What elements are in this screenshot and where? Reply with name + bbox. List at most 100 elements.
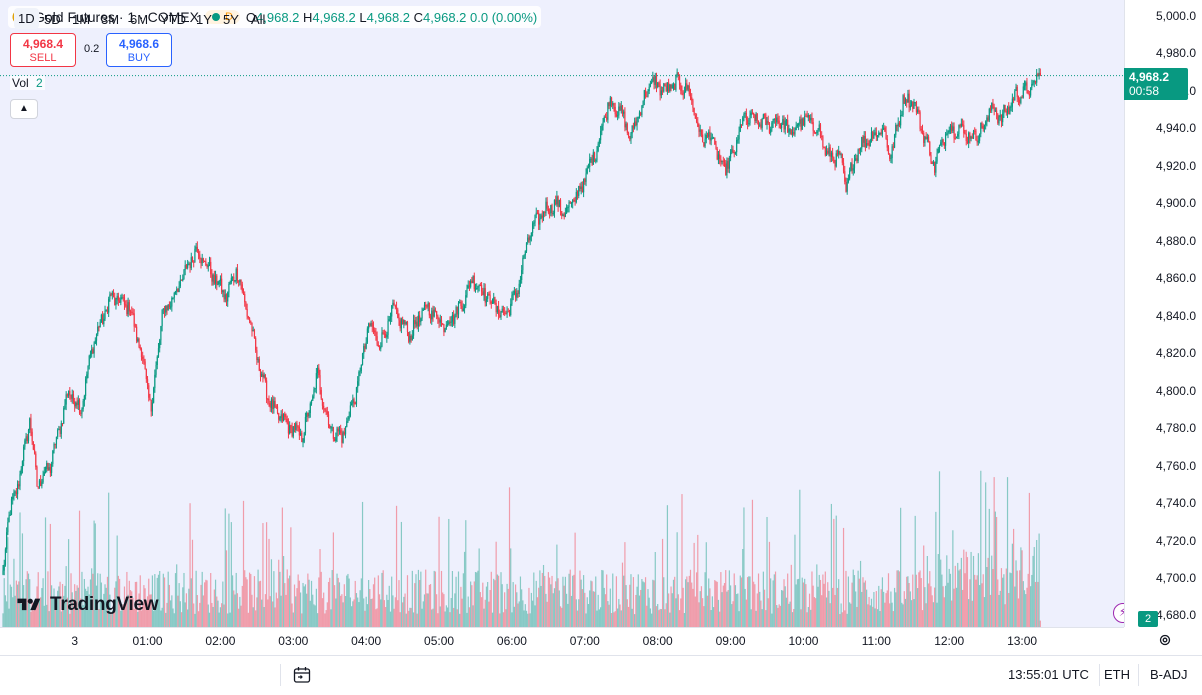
volume-bar bbox=[572, 575, 574, 627]
time-tick: 10:00 bbox=[788, 634, 819, 648]
volume-bar bbox=[810, 609, 812, 627]
candle-body bbox=[1014, 90, 1016, 101]
volume-bar bbox=[313, 604, 315, 627]
volume-bar bbox=[57, 590, 59, 627]
candle-body bbox=[436, 311, 438, 316]
candle-body bbox=[146, 379, 149, 386]
volume-bar bbox=[241, 585, 243, 627]
symbol-legend[interactable]: Gold Futures · 1 · COMEX D O4,968.2 H4,9… bbox=[8, 6, 542, 28]
volume-bar bbox=[723, 583, 726, 627]
timeframe-3m[interactable]: 3M bbox=[101, 12, 120, 27]
candle-body bbox=[244, 294, 246, 303]
volume-bar bbox=[409, 607, 411, 627]
candle-body bbox=[636, 117, 638, 126]
candle-body bbox=[30, 418, 32, 432]
candle-body bbox=[715, 144, 717, 149]
timeframe-6m[interactable]: 6M bbox=[130, 12, 149, 27]
time-tick: 02:00 bbox=[205, 634, 236, 648]
candle-body bbox=[499, 315, 501, 317]
candle-body bbox=[694, 115, 696, 119]
candle-body bbox=[1020, 97, 1022, 103]
settings-icon[interactable] bbox=[1158, 633, 1172, 650]
candle-body bbox=[883, 127, 885, 130]
candle-body bbox=[66, 394, 68, 396]
candle-body bbox=[197, 251, 200, 255]
volume-bar bbox=[112, 611, 115, 627]
volume-bar bbox=[144, 588, 146, 627]
volume-bar bbox=[53, 588, 55, 627]
adjustment-toggle[interactable]: B-ADJ bbox=[1150, 667, 1188, 682]
volume-bar bbox=[235, 572, 237, 627]
timeframe-1y[interactable]: 1Y bbox=[196, 12, 212, 27]
candle-body bbox=[3, 564, 5, 571]
volume-bar bbox=[188, 588, 190, 627]
volume-bar bbox=[852, 569, 854, 627]
volume-bar bbox=[4, 595, 7, 627]
candle-body bbox=[15, 491, 17, 495]
volume-bar bbox=[303, 586, 305, 627]
volume-bar bbox=[12, 597, 14, 627]
candle-body bbox=[459, 302, 461, 304]
candle-body bbox=[830, 152, 832, 157]
candle-body bbox=[257, 359, 259, 361]
market-status-indicator[interactable]: D bbox=[204, 10, 240, 24]
volume-bar bbox=[223, 604, 225, 627]
timeframe-5d[interactable]: 5D bbox=[44, 12, 61, 27]
price-axis[interactable]: 5,000.04,980.04,960.04,940.04,920.04,900… bbox=[1124, 0, 1202, 627]
volume-bar bbox=[981, 583, 983, 627]
candle-body bbox=[61, 423, 64, 425]
timeframe-1d[interactable]: 1D bbox=[14, 8, 39, 29]
volume-bar bbox=[761, 609, 763, 627]
volume-bar bbox=[609, 588, 611, 627]
go-to-date-button[interactable] bbox=[292, 665, 312, 690]
candle-body bbox=[759, 124, 761, 126]
volume-bar bbox=[906, 576, 908, 627]
candle-body bbox=[397, 309, 399, 318]
candle-body bbox=[290, 425, 292, 429]
volume-bar bbox=[749, 576, 751, 627]
timeframe-ytd[interactable]: YTD bbox=[160, 12, 186, 27]
timeframe-all[interactable]: All bbox=[251, 12, 266, 27]
candle-body bbox=[704, 138, 706, 147]
buy-button[interactable]: 4,968.6 BUY bbox=[106, 33, 172, 67]
chart-plot-area[interactable] bbox=[0, 0, 1124, 627]
collapse-legend-button[interactable]: ▲ bbox=[10, 99, 38, 119]
candle-body bbox=[540, 215, 542, 219]
timeframe-5y[interactable]: 5Y bbox=[223, 12, 239, 27]
volume-legend[interactable]: Vol 2 bbox=[10, 76, 45, 90]
candle-body bbox=[900, 115, 902, 126]
candle-body bbox=[772, 119, 774, 123]
utc-clock[interactable]: 13:55:01 UTC bbox=[1008, 667, 1089, 682]
symbol-title[interactable]: Gold Futures · 1 · COMEX bbox=[34, 9, 199, 25]
sell-button[interactable]: 4,968.4 SELL bbox=[10, 33, 76, 67]
volume-bar bbox=[202, 595, 205, 627]
volume-bar bbox=[99, 573, 101, 627]
candle-body bbox=[726, 161, 728, 176]
volume-last-label: 2 bbox=[1138, 611, 1158, 627]
volume-bar bbox=[693, 542, 695, 627]
candle-body bbox=[438, 318, 440, 323]
candle-body bbox=[375, 332, 377, 337]
candle-body bbox=[383, 333, 386, 335]
volume-bar bbox=[491, 612, 494, 627]
candle-body bbox=[87, 365, 89, 375]
candle-body bbox=[270, 399, 273, 408]
timeframe-1m[interactable]: 1M bbox=[72, 12, 91, 27]
candle-body bbox=[410, 335, 412, 341]
volume-bar bbox=[969, 579, 971, 627]
candle-body bbox=[24, 440, 26, 447]
volume-bar bbox=[566, 593, 568, 627]
time-axis[interactable]: 3 01:00 02:00 03:00 04:00 05:00 06:00 07:00 08:0… bbox=[0, 627, 1124, 654]
candle-body bbox=[606, 117, 608, 120]
candle-body bbox=[55, 436, 58, 445]
volume-bar bbox=[796, 579, 798, 627]
candle-body bbox=[566, 207, 568, 213]
candle-body bbox=[869, 139, 871, 146]
volume-bar bbox=[514, 584, 517, 627]
volume-bar bbox=[42, 578, 44, 627]
session-toggle[interactable]: ETH bbox=[1104, 667, 1130, 682]
tradingview-logo[interactable]: TradingView bbox=[14, 594, 159, 616]
volume-bar bbox=[151, 575, 154, 627]
candle-body bbox=[115, 299, 117, 306]
volume-bar bbox=[168, 584, 171, 627]
